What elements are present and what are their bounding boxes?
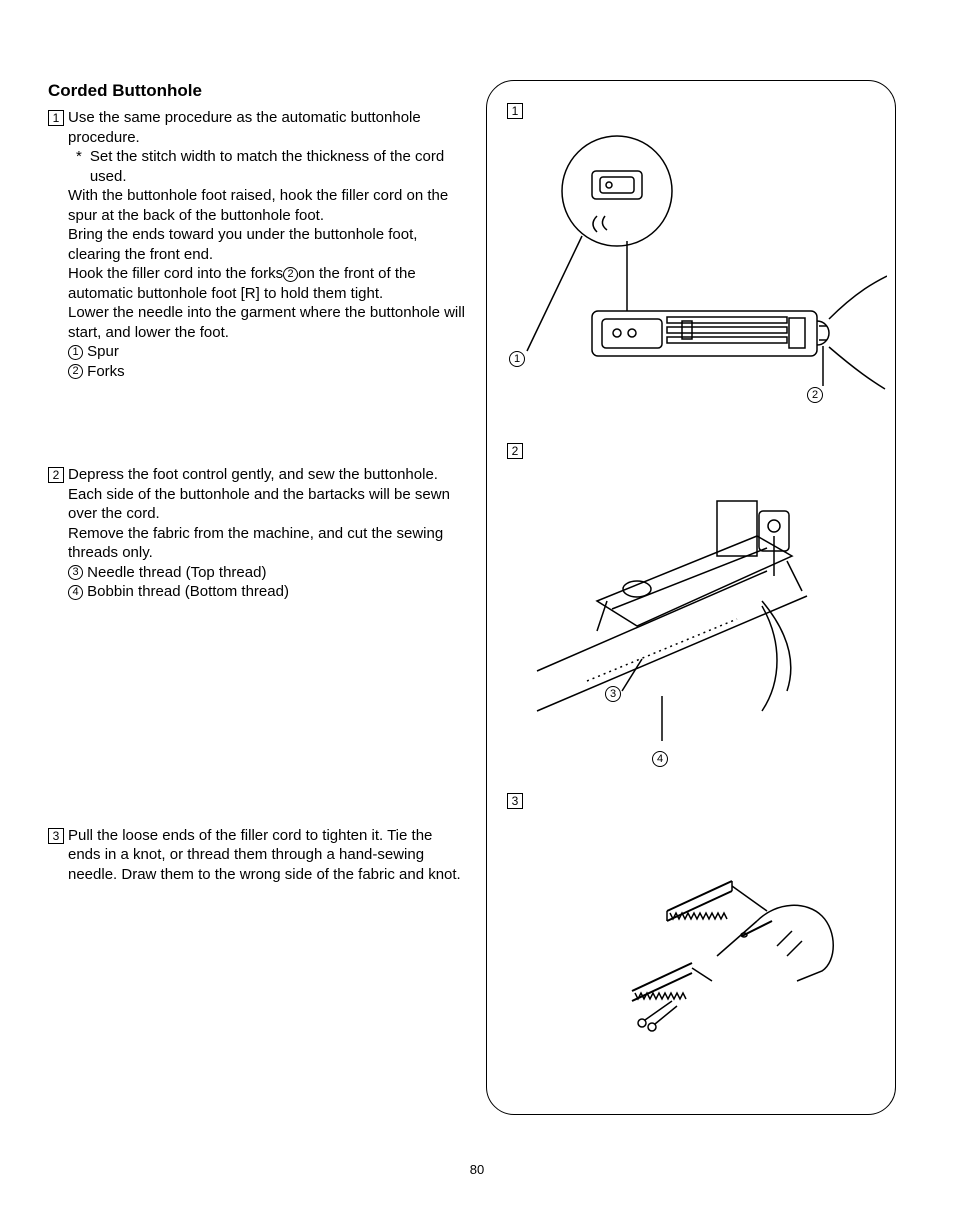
text-column: Corded Buttonhole 1 Use the same procedu… xyxy=(48,80,468,1175)
figure-frame: 1 2 3 xyxy=(486,80,896,1115)
step-1: 1 Use the same procedure as the automati… xyxy=(48,108,468,381)
figure-3-illustration xyxy=(597,871,857,1071)
page-number: 80 xyxy=(0,1162,954,1179)
figure-2-illustration xyxy=(527,481,867,781)
bullet: * Set the stitch width to match the thic… xyxy=(68,147,468,186)
step-number-box: 1 xyxy=(48,110,64,126)
legend-row: 2 Forks xyxy=(68,362,468,382)
step-lead: Use the same procedure as the automatic … xyxy=(68,108,468,147)
legend-circle-icon: 3 xyxy=(68,565,83,580)
step-3: 3 Pull the loose ends of the filler cord… xyxy=(48,826,468,885)
figure-box-label: 1 xyxy=(507,103,523,119)
bullet-text: Set the stitch width to match the thickn… xyxy=(90,147,468,186)
para: With the buttonhole foot raised, hook th… xyxy=(68,186,468,225)
step-number-box: 3 xyxy=(48,828,64,844)
legend-circle-icon: 2 xyxy=(68,364,83,379)
legend-row: 4 Bobbin thread (Bottom thread) xyxy=(68,582,468,602)
legend-row: 3 Needle thread (Top thread) xyxy=(68,563,468,583)
inline-circle-icon: 2 xyxy=(283,267,298,282)
step-number-box: 2 xyxy=(48,467,64,483)
figure-box-label: 2 xyxy=(507,443,523,459)
figure-callout-circle: 2 xyxy=(807,387,823,403)
legend-circle-icon: 4 xyxy=(68,585,83,600)
legend-circle-icon: 1 xyxy=(68,345,83,360)
step-body: Depress the foot control gently, and sew… xyxy=(68,465,468,602)
step-lead: Depress the foot control gently, and sew… xyxy=(68,465,468,524)
figure-column: 1 2 3 xyxy=(486,80,906,1175)
step-body: Use the same procedure as the automatic … xyxy=(68,108,468,381)
figure-callout-circle: 4 xyxy=(652,751,668,767)
section-title: Corded Buttonhole xyxy=(48,80,468,102)
step-lead: Pull the loose ends of the filler cord t… xyxy=(68,826,468,885)
legend-row: 1 Spur xyxy=(68,342,468,362)
figure-callout-circle: 3 xyxy=(605,686,621,702)
figure-callout-circle: 1 xyxy=(509,351,525,367)
step-body: Pull the loose ends of the filler cord t… xyxy=(68,826,468,885)
para: Hook the filler cord into the forks2on t… xyxy=(68,264,468,303)
page: Corded Buttonhole 1 Use the same procedu… xyxy=(0,0,954,1215)
figure-1-illustration xyxy=(497,121,887,411)
para: Lower the needle into the garment where … xyxy=(68,303,468,342)
figure-box-label: 3 xyxy=(507,793,523,809)
step-2: 2 Depress the foot control gently, and s… xyxy=(48,465,468,602)
bullet-star: * xyxy=(76,147,82,186)
para: Bring the ends toward you under the butt… xyxy=(68,225,468,264)
para: Remove the fabric from the machine, and … xyxy=(68,524,468,563)
